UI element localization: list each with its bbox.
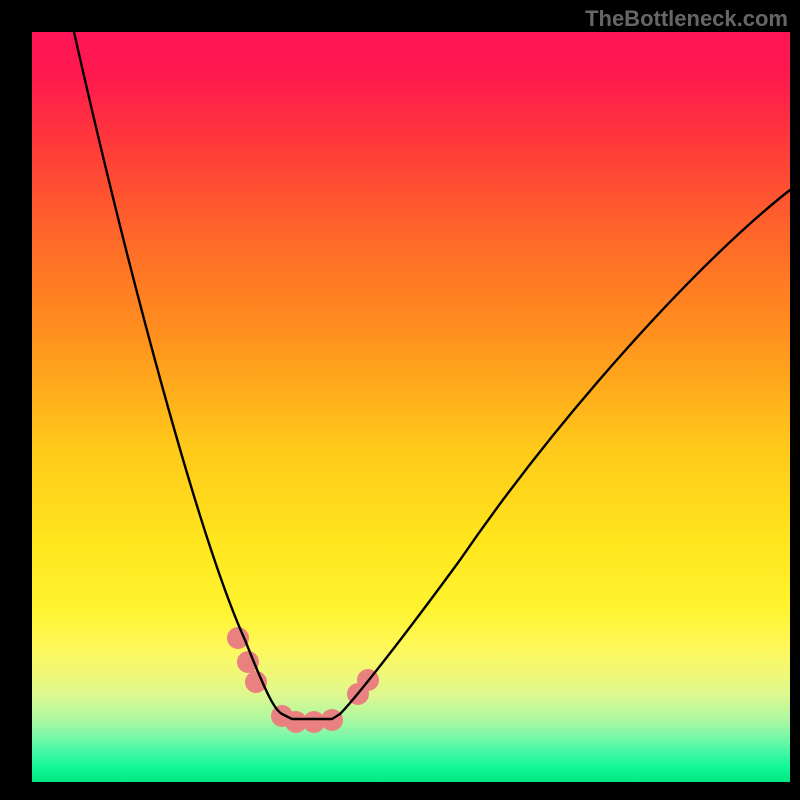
bottleneck-chart xyxy=(0,0,800,800)
data-point xyxy=(245,671,267,693)
gradient-background xyxy=(32,32,790,782)
watermark-text: TheBottleneck.com xyxy=(585,6,788,32)
data-point xyxy=(237,651,259,673)
data-point xyxy=(227,627,249,649)
